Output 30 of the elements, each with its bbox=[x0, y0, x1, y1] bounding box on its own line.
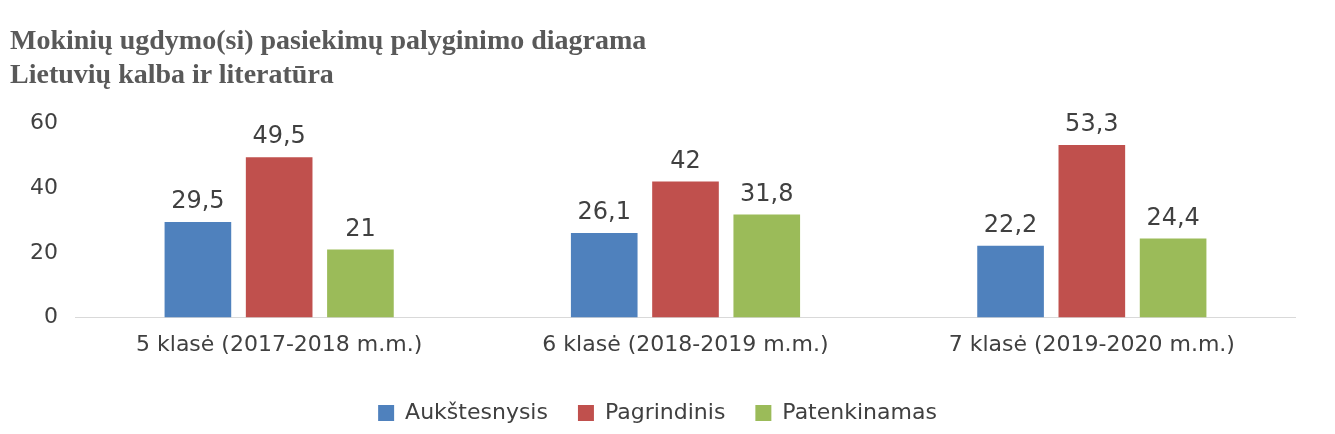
data-label: 42 bbox=[670, 145, 701, 174]
bar bbox=[1058, 144, 1126, 318]
bar bbox=[245, 157, 313, 318]
data-label: 31,8 bbox=[740, 178, 794, 207]
data-label: 53,3 bbox=[1065, 109, 1119, 138]
data-label: 26,1 bbox=[577, 197, 631, 226]
bar bbox=[1139, 238, 1207, 318]
bar bbox=[733, 214, 801, 318]
legend-label: Pagrindinis bbox=[604, 398, 726, 424]
bar bbox=[570, 233, 638, 318]
data-label: 24,4 bbox=[1146, 202, 1200, 231]
legend-label: Aukštesnysis bbox=[405, 398, 548, 424]
x-tick-label: 5 klasė (2017-2018 m.m.) bbox=[136, 330, 423, 356]
legend-label: Patenkinamas bbox=[782, 398, 937, 424]
data-label: 29,5 bbox=[171, 186, 225, 215]
y-tick-label: 0 bbox=[43, 303, 58, 329]
data-label: 21 bbox=[345, 213, 376, 242]
bar bbox=[327, 249, 394, 318]
data-label: 49,5 bbox=[252, 121, 306, 150]
bar bbox=[652, 181, 719, 318]
chart-subtitle: Lietuvių kalba ir literatūra bbox=[10, 58, 334, 90]
data-label: 22,2 bbox=[983, 209, 1038, 238]
bar bbox=[164, 222, 232, 318]
x-tick-label: 7 klasė (2019-2020 m.m.) bbox=[948, 330, 1235, 356]
chart-title: Mokinių ugdymo(si) pasiekimų palyginimo diagrama bbox=[10, 24, 647, 56]
y-tick-label: 40 bbox=[29, 173, 58, 199]
y-tick-label: 60 bbox=[29, 108, 58, 134]
x-tick-label: 6 klasė (2018-2019 m.m.) bbox=[542, 330, 829, 356]
bar bbox=[977, 245, 1044, 318]
y-tick-label: 20 bbox=[29, 238, 58, 264]
